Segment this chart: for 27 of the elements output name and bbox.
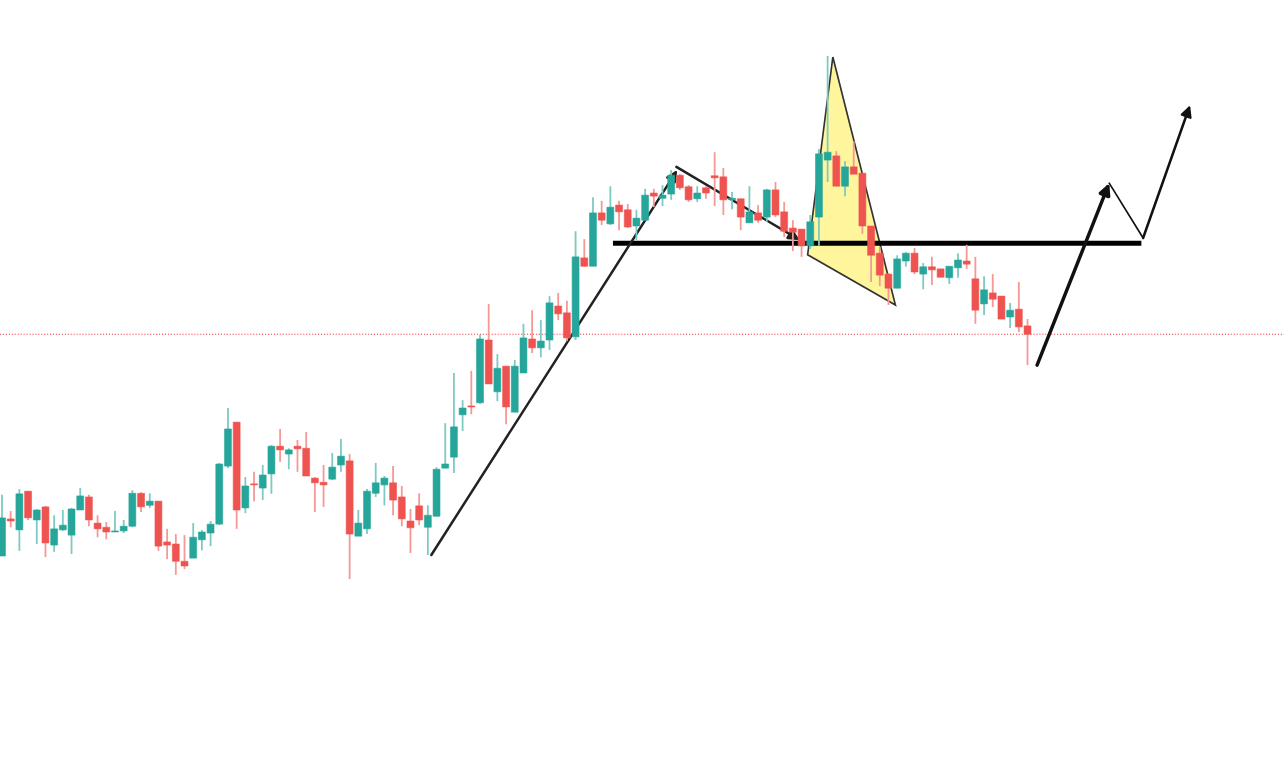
candlestick: [841, 160, 849, 198]
candlestick: [328, 452, 337, 482]
candlestick: [580, 238, 589, 268]
candlestick: [337, 437, 345, 473]
candlestick: [137, 491, 145, 514]
candlestick: [606, 185, 615, 226]
candlestick: [441, 422, 449, 470]
candlestick: [458, 399, 467, 432]
candlestick: [650, 187, 658, 209]
candlestick: [33, 508, 41, 545]
candlestick: [980, 275, 988, 316]
candlestick: [85, 493, 93, 528]
candlestick: [728, 191, 736, 211]
candlestick: [276, 428, 284, 463]
candlestick: [745, 185, 754, 224]
candlestick: [493, 353, 502, 403]
candlestick: [597, 199, 606, 226]
candlestick: [285, 447, 293, 471]
candlestick: [962, 243, 971, 270]
candlestick: [241, 476, 250, 515]
candlestick: [736, 197, 745, 232]
candlestick: [1006, 301, 1014, 329]
candlestick: [467, 369, 476, 416]
candlestick: [250, 470, 258, 503]
candlestick: [919, 262, 927, 291]
candlestick: [528, 309, 536, 354]
candlestick: [910, 247, 919, 276]
